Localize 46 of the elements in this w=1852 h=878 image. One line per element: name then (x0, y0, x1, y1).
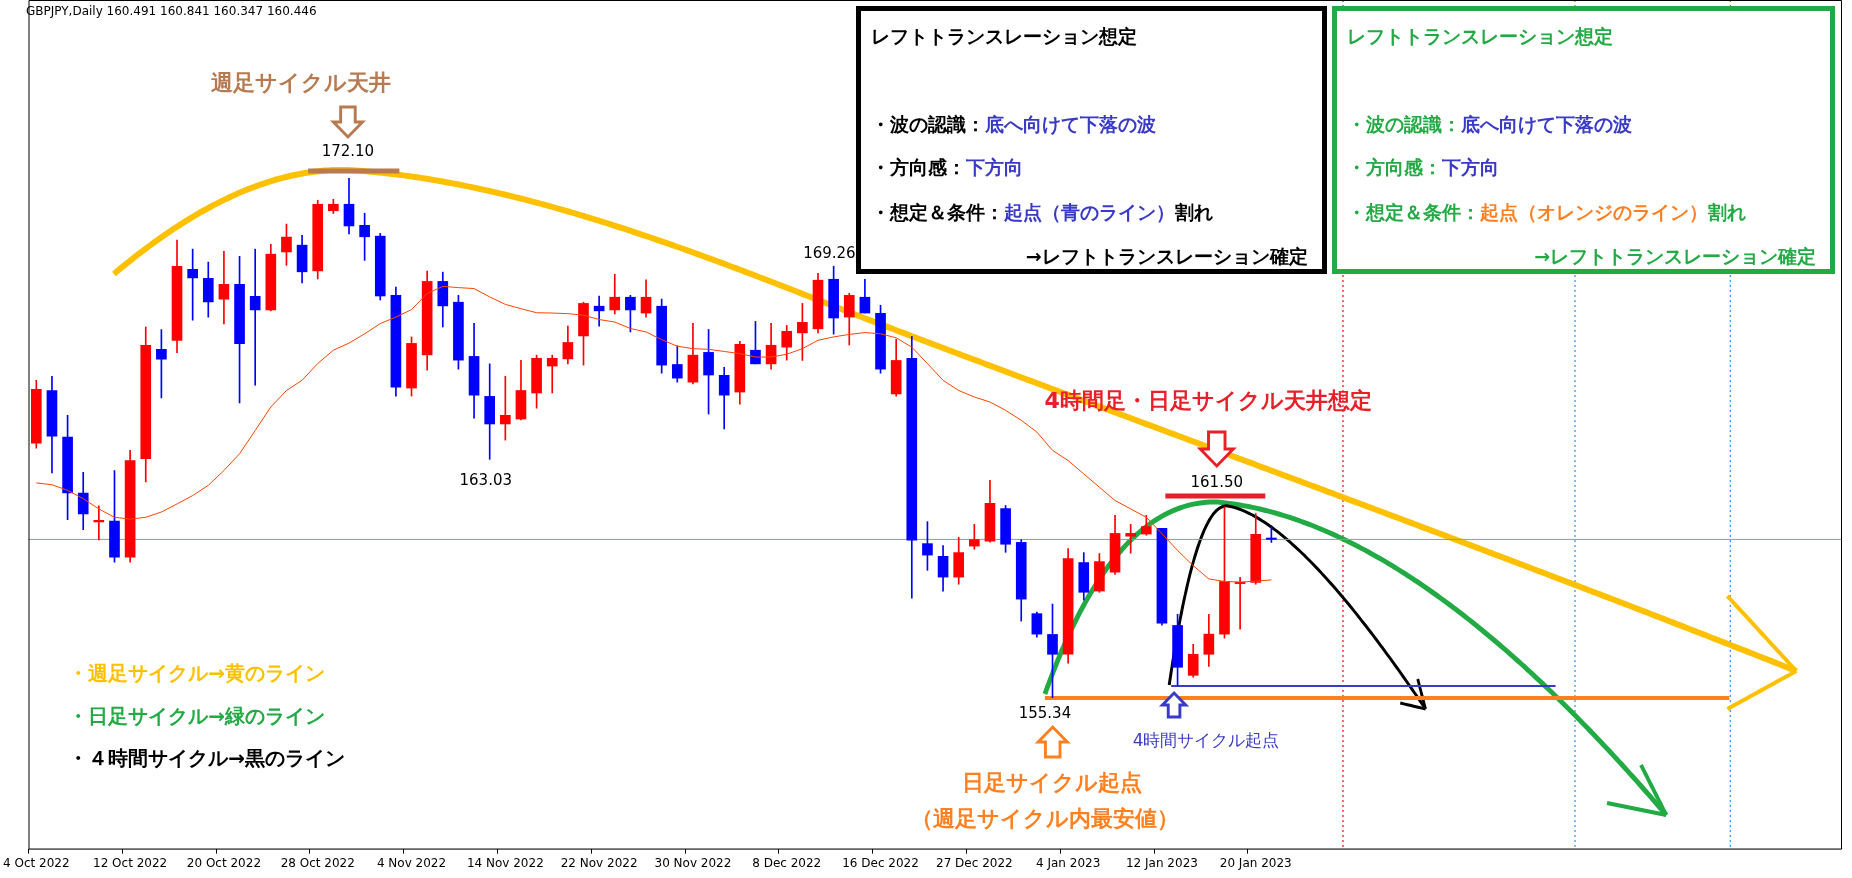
chart-title: GBPJPY,Daily 160.491 160.841 160.347 160.446 (24, 4, 319, 19)
annotation: 週足サイクル天井 (211, 69, 392, 97)
annotation: 4時間サイクル起点 (1132, 729, 1280, 751)
x-tick-label: 30 Nov 2022 (654, 855, 732, 870)
annotation: ・日足サイクル→緑のライン (68, 704, 326, 728)
x-tick-label: 27 Dec 2022 (936, 855, 1013, 870)
annotation: 172.10 (321, 142, 375, 161)
x-tick-label: 20 Oct 2022 (186, 855, 262, 870)
annotation: ・想定＆条件： (870, 201, 1004, 223)
annotation: 169.26 (803, 244, 856, 263)
x-tick-label: 28 Oct 2022 (280, 855, 355, 870)
candlestick (1125, 524, 1136, 554)
annotation: 下方向 (965, 156, 1023, 178)
annotation: 底へ向けて下落の波 (1461, 113, 1633, 135)
annotation: ・４時間サイクル→黒のライン (68, 746, 346, 770)
x-tick-label: 22 Nov 2022 (560, 855, 638, 870)
x-tick-label: 12 Jan 2023 (1125, 855, 1198, 870)
annotation: 割れ (1174, 201, 1213, 223)
annotation: ・想定＆条件： (1347, 201, 1481, 223)
annotation: 底へ向けて下落の波 (984, 113, 1156, 135)
annotation: ・波の認識： (870, 113, 985, 135)
x-tick-label: 4 Oct 2022 (3, 855, 70, 870)
x-tick-label: 4 Nov 2022 (376, 855, 447, 870)
annotation: レフトトランスレーション想定 (870, 25, 1137, 47)
annotation: ・波の認識： (1347, 113, 1462, 135)
annotation: 割れ (1708, 201, 1747, 223)
annotation: （週足サイクル内最安値） (910, 805, 1179, 833)
annotation: 日足サイクル起点 (961, 769, 1142, 797)
x-tick-label: 16 Dec 2022 (842, 855, 919, 870)
x-tick-label: 8 Dec 2022 (752, 855, 822, 870)
annotation: 155.34 (1018, 704, 1072, 722)
annotation: ・方向感： (870, 156, 966, 178)
annotation: ・週足サイクル→黄のライン (68, 661, 326, 685)
x-tick-label: 20 Jan 2023 (1219, 855, 1292, 870)
x-tick-label: 14 Nov 2022 (466, 855, 544, 870)
annotation: 下方向 (1442, 156, 1500, 178)
x-tick-label: 12 Oct 2022 (93, 855, 168, 870)
annotation: →レフトトランスレーション確定 (1534, 245, 1817, 267)
annotation: 起点（オレンジのライン） (1480, 201, 1709, 223)
x-tick-label: 4 Jan 2023 (1035, 855, 1101, 870)
annotation: 161.50 (1190, 473, 1244, 491)
annotation: 起点（青のライン） (1003, 201, 1175, 223)
annotation: ・方向感： (1347, 156, 1443, 178)
annotation: レフトトランスレーション想定 (1347, 25, 1614, 47)
annotation: →レフトトランスレーション確定 (1025, 245, 1308, 267)
annotation: 163.03 (459, 471, 513, 490)
